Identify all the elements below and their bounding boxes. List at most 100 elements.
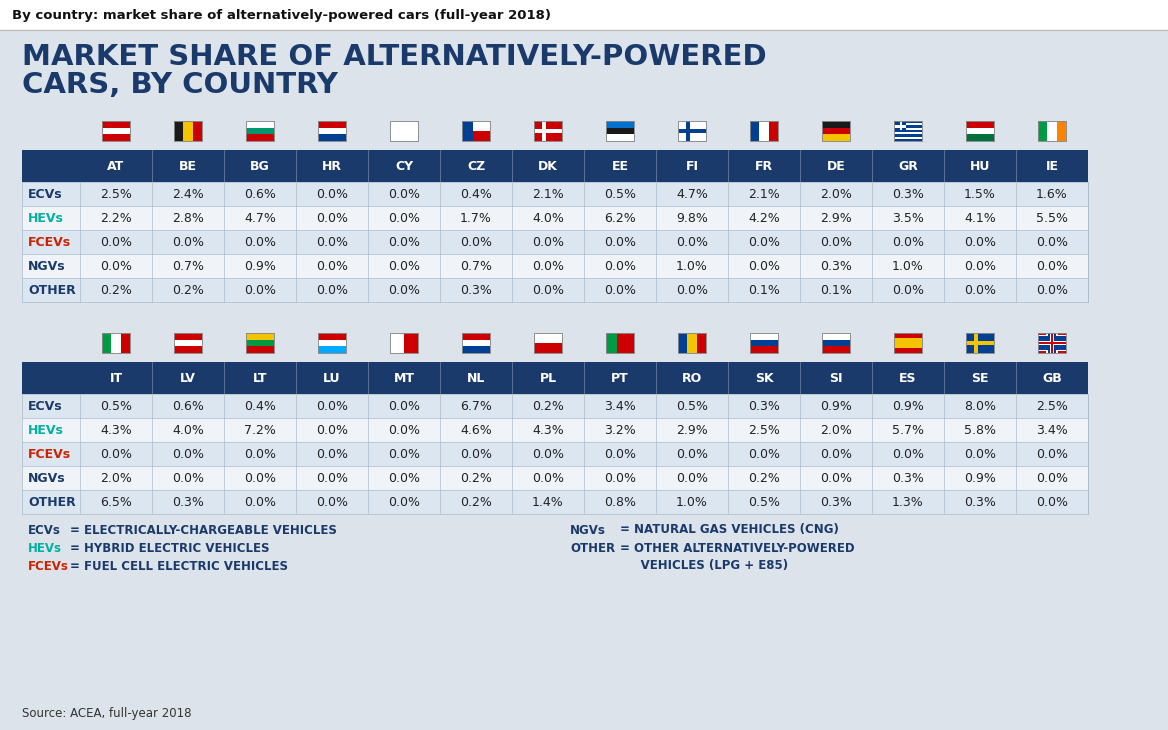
Text: MARKET SHARE OF ALTERNATIVELY-POWERED: MARKET SHARE OF ALTERNATIVELY-POWERED: [22, 43, 766, 71]
Text: FI: FI: [686, 159, 698, 172]
Text: 0.0%: 0.0%: [531, 236, 564, 248]
Bar: [22, 278, 1089, 302]
Bar: [390, 333, 418, 353]
Text: 2.5%: 2.5%: [100, 188, 132, 201]
Text: 2.9%: 2.9%: [820, 212, 851, 225]
Text: OTHER: OTHER: [28, 283, 76, 296]
Text: 0.6%: 0.6%: [172, 399, 204, 412]
Bar: [193, 121, 202, 141]
Bar: [318, 339, 346, 346]
Bar: [966, 333, 994, 353]
Bar: [822, 333, 850, 339]
Bar: [1038, 333, 1066, 353]
Text: GB: GB: [1042, 372, 1062, 385]
Bar: [974, 333, 978, 353]
Bar: [1038, 350, 1045, 353]
Text: 0.0%: 0.0%: [388, 212, 420, 225]
Text: 0.0%: 0.0%: [748, 259, 780, 272]
Text: 4.7%: 4.7%: [676, 188, 708, 201]
Bar: [894, 139, 922, 141]
Bar: [404, 333, 418, 353]
Text: FCEVs: FCEVs: [28, 447, 71, 461]
Text: 0.1%: 0.1%: [748, 283, 780, 296]
Bar: [102, 121, 130, 141]
Bar: [463, 339, 491, 346]
Bar: [894, 123, 922, 126]
Bar: [102, 333, 111, 353]
Bar: [966, 121, 994, 141]
Text: FCEVs: FCEVs: [28, 559, 69, 572]
Text: FCEVs: FCEVs: [28, 236, 71, 248]
Text: 4.6%: 4.6%: [460, 423, 492, 437]
Bar: [1056, 350, 1066, 353]
Bar: [463, 333, 491, 353]
Text: 4.3%: 4.3%: [100, 423, 132, 437]
Bar: [246, 128, 274, 134]
Text: LV: LV: [180, 372, 196, 385]
Text: 0.0%: 0.0%: [1036, 236, 1068, 248]
Bar: [102, 333, 130, 353]
Bar: [174, 121, 183, 141]
Bar: [1038, 333, 1045, 335]
Text: By country: market share of alternatively-powered cars (full-year 2018): By country: market share of alternativel…: [12, 9, 551, 21]
Bar: [687, 333, 696, 353]
Bar: [1038, 333, 1066, 353]
Bar: [769, 121, 778, 141]
Bar: [894, 132, 922, 134]
Bar: [822, 121, 850, 141]
Bar: [534, 333, 562, 343]
Text: 0.0%: 0.0%: [820, 236, 851, 248]
Text: 0.0%: 0.0%: [460, 236, 492, 248]
Text: 2.8%: 2.8%: [172, 212, 204, 225]
Text: 1.0%: 1.0%: [676, 496, 708, 509]
Text: 0.0%: 0.0%: [388, 399, 420, 412]
Text: 0.0%: 0.0%: [172, 236, 204, 248]
Text: DK: DK: [538, 159, 558, 172]
Bar: [318, 346, 346, 353]
Bar: [606, 333, 634, 353]
Bar: [894, 338, 922, 348]
Text: 0.0%: 0.0%: [676, 447, 708, 461]
Bar: [750, 121, 759, 141]
Text: 0.3%: 0.3%: [748, 399, 780, 412]
Text: 0.0%: 0.0%: [244, 283, 276, 296]
Text: 0.0%: 0.0%: [964, 447, 996, 461]
Text: 0.0%: 0.0%: [388, 472, 420, 485]
Bar: [750, 121, 778, 141]
Text: 2.0%: 2.0%: [100, 472, 132, 485]
Text: 0.0%: 0.0%: [820, 447, 851, 461]
Text: ES: ES: [899, 372, 917, 385]
Text: 2.9%: 2.9%: [676, 423, 708, 437]
Bar: [966, 134, 994, 141]
Bar: [894, 333, 922, 338]
Text: 2.0%: 2.0%: [820, 188, 851, 201]
Bar: [534, 333, 562, 353]
Text: LU: LU: [324, 372, 341, 385]
Bar: [606, 128, 634, 134]
Text: 0.0%: 0.0%: [531, 447, 564, 461]
Text: 0.0%: 0.0%: [1036, 283, 1068, 296]
Bar: [318, 128, 346, 134]
Text: NL: NL: [467, 372, 485, 385]
Bar: [894, 137, 922, 139]
Bar: [102, 128, 130, 134]
Text: 0.0%: 0.0%: [1036, 259, 1068, 272]
Text: 0.3%: 0.3%: [820, 259, 851, 272]
Text: 0.0%: 0.0%: [676, 236, 708, 248]
Text: 0.3%: 0.3%: [460, 283, 492, 296]
Bar: [246, 121, 274, 141]
Bar: [677, 121, 705, 141]
Bar: [111, 333, 120, 353]
Text: ECVs: ECVs: [28, 188, 63, 201]
Bar: [534, 121, 562, 141]
Text: 0.0%: 0.0%: [1036, 447, 1068, 461]
Text: 9.8%: 9.8%: [676, 212, 708, 225]
Text: 0.0%: 0.0%: [604, 472, 637, 485]
Text: 0.9%: 0.9%: [244, 259, 276, 272]
Text: 0.0%: 0.0%: [100, 447, 132, 461]
Text: FR: FR: [755, 159, 773, 172]
Text: SI: SI: [829, 372, 843, 385]
Bar: [102, 121, 130, 141]
Text: HEVs: HEVs: [28, 542, 62, 555]
Text: ECVs: ECVs: [28, 523, 61, 537]
